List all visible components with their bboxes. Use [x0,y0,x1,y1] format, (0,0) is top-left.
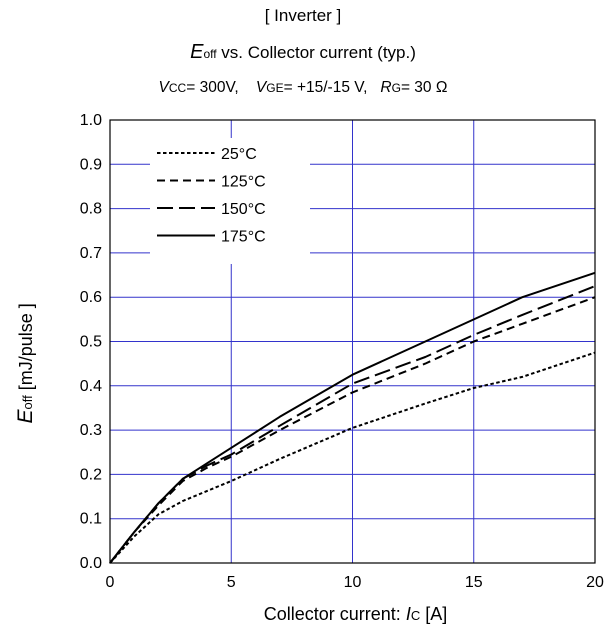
y-tick-label: 0.7 [80,245,102,262]
x-tick-label: 5 [227,574,236,591]
title-rest: vs. Collector current (typ.) [216,43,416,62]
y-tick-label: 0.2 [80,466,102,483]
chart-conditions: VCC= 300V, VGE= +15/-15 V, RG= 30 Ω [0,79,606,97]
y-tick-label: 0.3 [80,422,102,439]
chart-title: Eoff vs. Collector current (typ.) [0,41,606,64]
legend-label: 25°C [221,146,257,163]
vcc-value: = 300V, [186,79,239,96]
y-tick-label: 0.1 [80,511,102,528]
legend-background [150,138,310,264]
y-tick-label: 0.6 [80,289,102,306]
vge-value: = +15/-15 V, [283,79,368,96]
x-tick-label: 20 [586,574,604,591]
tick-labels: 0 5 10 15 20 0.0 0.1 0.2 0.3 0.4 0.5 0.6 0.7 0.8 0.9 1.… [80,112,604,591]
y-axis-label: Eoff [mJ/pulse ] [14,303,37,423]
y-tick-label: 0.0 [80,555,102,572]
vge-symbol: V [255,79,267,96]
rg-subscript: G [391,81,401,95]
plot-frame [109,119,596,564]
y-tick-label: 0.9 [80,156,102,173]
title-subscript: off [203,47,217,61]
vcc-symbol: V [158,79,169,96]
legend: 25°C 125°C 150°C 175°C [157,146,266,246]
y-tick-label: 0.5 [80,334,102,351]
series-line-125CC [109,296,596,564]
rg-value: = 30 Ω [400,79,448,96]
chart-super-title: [ Inverter ] [264,6,342,25]
x-tick-label: 0 [106,574,115,591]
legend-label: 125°C [221,174,266,191]
title-symbol: E [190,41,204,63]
x-tick-label: 10 [344,574,362,591]
series-line-175CC [109,271,596,564]
legend-label: 175°C [221,229,266,246]
y-tick-label: 0.4 [80,378,102,395]
series-lines [109,271,596,564]
rg-symbol: R [380,79,392,96]
y-tick-label: 0.8 [80,201,102,218]
x-axis-label: Collector current: IC [A] [264,604,447,624]
vge-subscript: GE [266,81,284,95]
legend-label: 150°C [221,201,266,218]
vcc-subscript: CC [168,81,187,95]
x-tick-label: 15 [465,574,483,591]
y-tick-label: 1.0 [80,112,102,129]
